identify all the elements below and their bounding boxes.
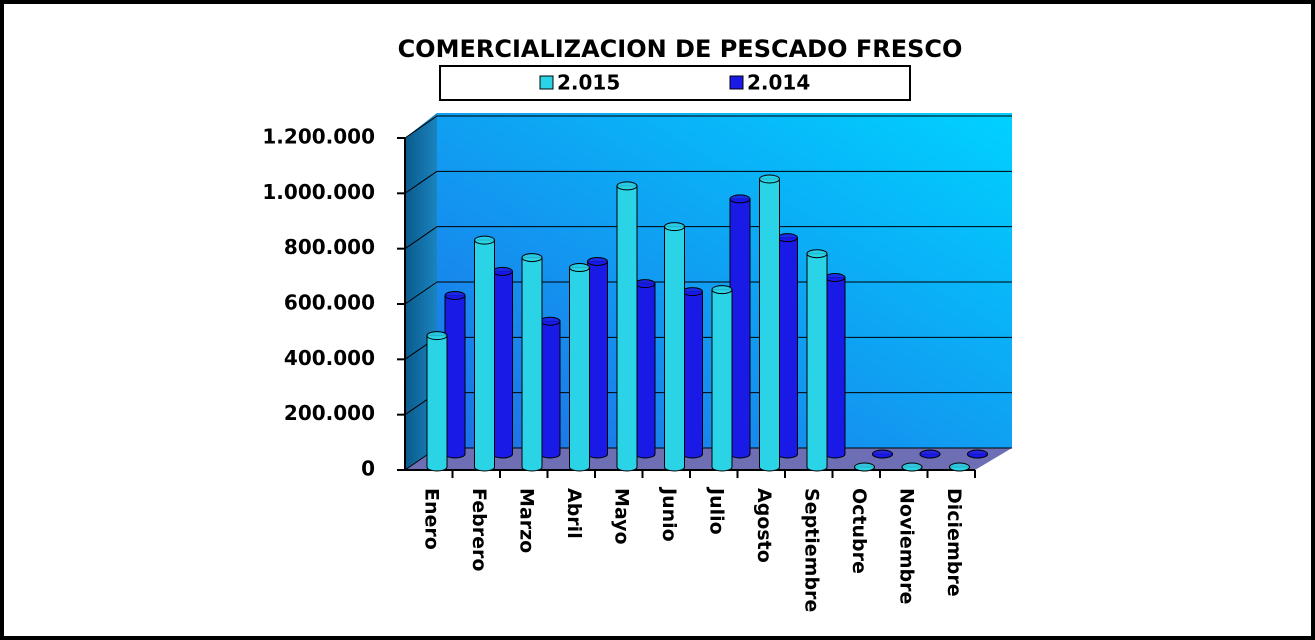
bar xyxy=(729,198,751,459)
legend-swatch xyxy=(729,75,744,90)
bar xyxy=(806,253,828,472)
bar-cap xyxy=(854,462,875,472)
x-tick-label: Enero xyxy=(420,488,442,550)
bar xyxy=(492,270,513,459)
x-tick-label: Octubre xyxy=(848,488,870,574)
bar-cap xyxy=(711,285,733,295)
bar-cap xyxy=(824,272,846,282)
bar xyxy=(444,294,466,459)
bar xyxy=(569,267,590,472)
bar xyxy=(616,185,638,472)
x-tick-label: Agosto xyxy=(753,488,775,563)
x-tick-label: Junio xyxy=(658,486,680,542)
legend xyxy=(439,65,911,101)
y-tick-label: 1.200.000 xyxy=(262,125,375,149)
bar-cap xyxy=(806,249,828,259)
legend-label: 2.015 xyxy=(557,71,620,95)
x-tick-label: Mayo xyxy=(610,488,632,545)
bar-cap xyxy=(539,316,561,326)
bar-cap xyxy=(492,266,513,276)
bar-cap xyxy=(967,449,988,459)
bar-cap xyxy=(759,174,780,184)
bar xyxy=(587,260,608,459)
x-tick-label: Marzo xyxy=(515,488,537,553)
x-tick-label: Noviembre xyxy=(895,488,917,604)
bar-cap xyxy=(426,331,448,341)
x-tick-label: Febrero xyxy=(468,488,490,571)
x-tick-label: Septiembre xyxy=(800,488,822,612)
bar-cap xyxy=(474,235,495,245)
bar xyxy=(634,283,656,459)
bar-cap xyxy=(444,290,466,300)
bar-cap xyxy=(664,222,685,232)
x-tick-label: Diciembre xyxy=(943,488,965,597)
y-tick-label: 1.000.000 xyxy=(262,180,375,204)
bar xyxy=(682,291,703,459)
bar xyxy=(777,237,798,459)
y-tick-label: 200.000 xyxy=(284,401,375,425)
bar-cap xyxy=(682,287,703,297)
bar-cap xyxy=(949,462,970,472)
bar-cap xyxy=(777,233,798,243)
bar-cap xyxy=(569,263,590,273)
chart-title: COMERCIALIZACION DE PESCADO FRESCO xyxy=(398,35,963,63)
bar xyxy=(759,178,780,472)
y-tick-label: 0 xyxy=(361,457,375,481)
bar xyxy=(664,226,685,472)
bar-cap xyxy=(634,279,656,289)
bar xyxy=(474,239,495,472)
bar xyxy=(539,320,561,459)
bar xyxy=(426,335,448,472)
bar xyxy=(521,257,543,472)
legend-label: 2.014 xyxy=(747,71,810,95)
bar-cap xyxy=(587,256,608,266)
y-tick-label: 400.000 xyxy=(284,346,375,370)
bar-cap xyxy=(919,449,941,459)
grid-side xyxy=(404,170,438,194)
bar-cap xyxy=(901,462,923,472)
y-tick-label: 800.000 xyxy=(284,235,375,259)
bar-cap xyxy=(872,449,893,459)
grid-side xyxy=(404,226,438,250)
bar-cap xyxy=(729,194,751,204)
bar-cap xyxy=(521,253,543,263)
x-tick-label: Julio xyxy=(705,486,727,535)
bar xyxy=(824,276,846,459)
bar-cap xyxy=(616,181,638,191)
grid-side xyxy=(404,281,438,305)
y-tick-label: 600.000 xyxy=(284,291,375,315)
legend-swatch xyxy=(539,75,554,90)
grid-side xyxy=(404,115,438,139)
bar xyxy=(711,289,733,472)
x-tick-label: Abril xyxy=(563,488,585,539)
